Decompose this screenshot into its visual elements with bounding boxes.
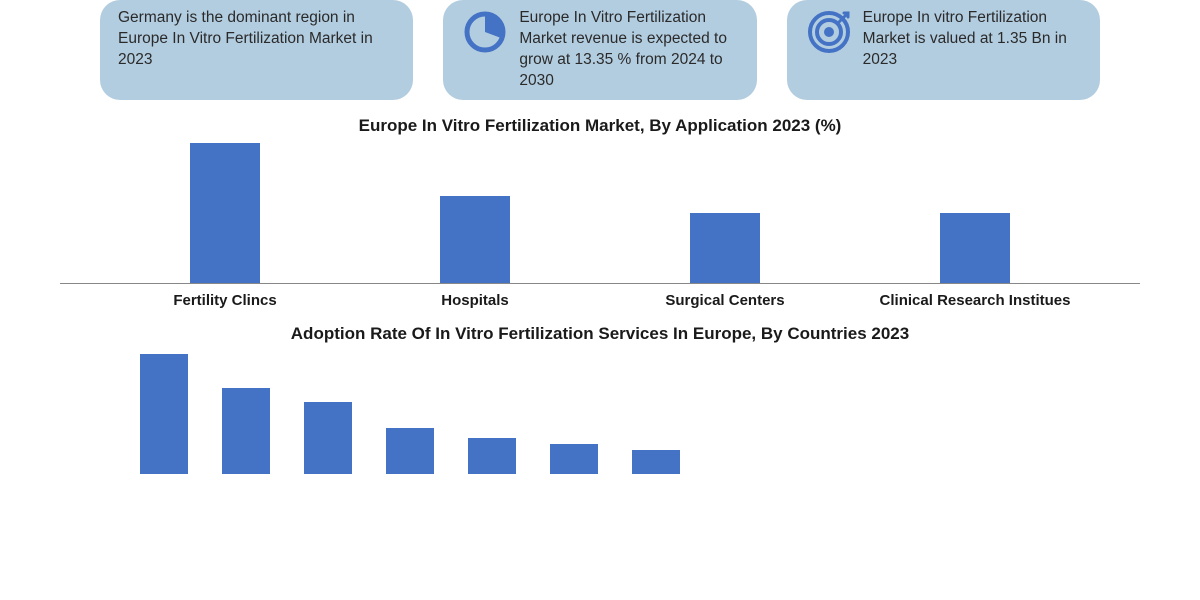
card-dominant-region: Germany is the dominant region in Europe… <box>100 0 413 100</box>
chart2-bar <box>386 428 434 474</box>
card-growth-rate: Europe In Vitro Fertilization Market rev… <box>443 0 756 100</box>
chart2-bar <box>304 402 352 474</box>
chart1-bar <box>440 196 510 283</box>
chart2-bar <box>222 388 270 474</box>
chart1-title: Europe In Vitro Fertilization Market, By… <box>60 116 1140 136</box>
chart-by-application: Europe In Vitro Fertilization Market, By… <box>0 116 1200 309</box>
card-text: Europe In Vitro Fertilization Market rev… <box>519 8 738 92</box>
card-text: Europe In vitro Fertilization Market is … <box>863 8 1082 71</box>
chart1-labels: Fertility ClincsHospitalsSurgical Center… <box>60 284 1140 309</box>
chart1-category-label: Fertility Clincs <box>100 292 350 309</box>
card-valuation: Europe In vitro Fertilization Market is … <box>787 0 1100 100</box>
chart-by-country: Adoption Rate Of In Vitro Fertilization … <box>0 323 1200 474</box>
chart1-bars <box>60 144 1140 284</box>
chart2-bar <box>550 444 598 474</box>
chart2-bars <box>60 354 1140 474</box>
chart1-bar <box>690 213 760 283</box>
chart1-category-label: Clinical Research Institues <box>850 292 1100 309</box>
chart2-bar <box>140 354 188 474</box>
pie-icon <box>461 8 509 56</box>
chart2-bar <box>468 438 516 474</box>
chart2-title: Adoption Rate Of In Vitro Fertilization … <box>60 323 1140 346</box>
chart1-category-label: Surgical Centers <box>600 292 850 309</box>
info-cards-row: Germany is the dominant region in Europe… <box>0 0 1200 110</box>
target-icon <box>805 8 853 56</box>
chart1-category-label: Hospitals <box>350 292 600 309</box>
card-text: Germany is the dominant region in Europe… <box>118 8 395 71</box>
chart1-bar <box>190 143 260 283</box>
chart1-bar <box>940 213 1010 283</box>
chart2-bar <box>632 450 680 474</box>
